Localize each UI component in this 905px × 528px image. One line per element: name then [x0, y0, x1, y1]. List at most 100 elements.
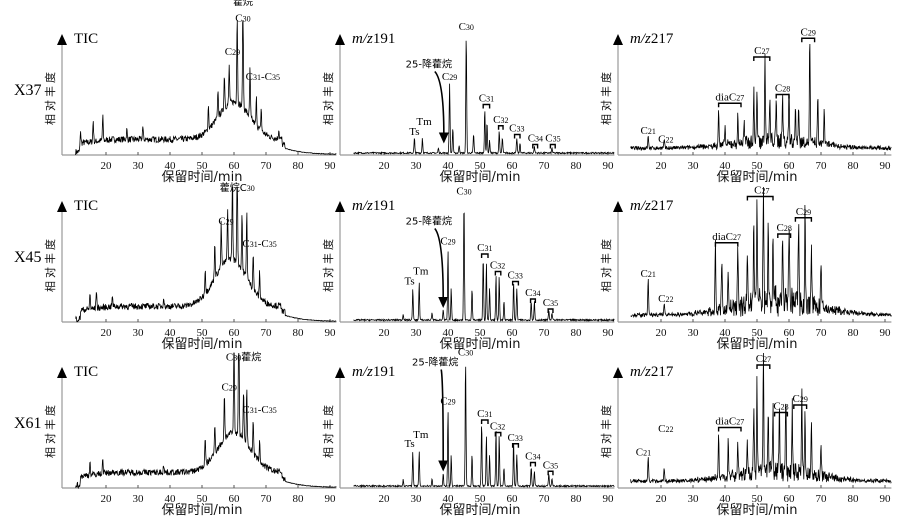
- y-axis-arrow-icon: [613, 34, 623, 45]
- peak-label: C21: [641, 125, 656, 137]
- peak-label: diaC27: [715, 416, 744, 428]
- peak-bracket: [494, 431, 502, 437]
- x-tick-label: 30: [411, 160, 423, 172]
- arrow-line: [440, 369, 444, 463]
- x-axis-label: 保留时间/min: [440, 170, 521, 185]
- peak-label: C30: [456, 186, 471, 198]
- x-axis-label: 保留时间/min: [162, 503, 243, 518]
- peak-bracket: [513, 133, 521, 139]
- x-tick-label: 60: [784, 493, 796, 505]
- peak-label: C32: [493, 114, 508, 126]
- peak-label: diaC27: [715, 91, 744, 103]
- x-tick-label: 70: [261, 493, 273, 505]
- peak-bracket: [532, 143, 539, 149]
- panel-217-X37: 相对丰度 20 30 40 50 60 70 80 90 保留时间/min m/z217 C21C22…: [599, 26, 892, 185]
- panel-title: TIC: [74, 364, 98, 380]
- x-tick-label: 40: [720, 327, 732, 339]
- x-axis-label: 保留时间/min: [717, 170, 798, 185]
- y-axis-arrow-icon: [613, 367, 623, 378]
- x-tick-label: 60: [229, 327, 241, 339]
- x-tick-label: 70: [539, 493, 551, 505]
- peak-label: C28: [773, 401, 788, 413]
- peak-label: C30: [459, 21, 474, 33]
- peak-label: C31: [477, 242, 492, 254]
- x-tick-label: 40: [720, 160, 732, 172]
- x-axis-label: 保留时间/min: [440, 503, 521, 518]
- x-tick-label: 50: [197, 327, 209, 339]
- x-tick-label: 30: [411, 493, 423, 505]
- peak-label: C29: [440, 236, 455, 248]
- x-tick-label: 70: [261, 160, 273, 172]
- panel-title: m/z191: [352, 31, 395, 47]
- x-tick-label: 50: [752, 160, 764, 172]
- peak-bracket: [775, 93, 790, 99]
- peak-label: C33: [508, 432, 523, 444]
- panel-title: TIC: [74, 198, 98, 214]
- y-axis-arrow-icon: [335, 34, 345, 45]
- arrow-head-icon: [438, 297, 449, 308]
- peak-bracket: [746, 195, 774, 201]
- chromatogram-trace: [630, 43, 892, 152]
- chromatogram-trace: [630, 186, 892, 319]
- peak-bracket: [717, 426, 742, 432]
- panel-title: m/z217: [630, 364, 674, 380]
- peak-bracket: [794, 217, 813, 222]
- chromatogram-trace: [353, 366, 615, 489]
- sample-label: X61: [14, 415, 42, 432]
- x-tick-label: 40: [443, 493, 455, 505]
- peak-bracket: [547, 308, 554, 313]
- peak-label: C22: [658, 423, 673, 435]
- x-tick-label: 60: [507, 493, 519, 505]
- peak-bracket: [801, 37, 816, 43]
- peak-label: C32: [490, 421, 505, 433]
- x-tick-label: 20: [101, 160, 113, 172]
- y-axis-arrow-icon: [613, 201, 623, 212]
- arrow-line: [434, 227, 444, 300]
- y-axis-label: 相对丰度: [321, 402, 335, 458]
- y-axis-label: 相对丰度: [599, 69, 613, 125]
- x-tick-label: 80: [293, 160, 305, 172]
- x-tick-label: 80: [293, 327, 305, 339]
- peak-bracket: [777, 233, 792, 238]
- x-tick-label: 40: [443, 327, 455, 339]
- peak-label: C33: [509, 123, 524, 135]
- chromatogram-trace: [630, 352, 892, 485]
- x-tick-label: 40: [165, 327, 177, 339]
- peak-bracket: [714, 242, 739, 247]
- x-tick-label: 20: [656, 493, 668, 505]
- peak-bracket: [497, 125, 504, 130]
- x-tick-label: 20: [656, 160, 668, 172]
- peak-label: C35: [543, 297, 558, 309]
- peak-label: Tm: [416, 116, 432, 128]
- peak-label: C30藿烷: [226, 351, 261, 364]
- panel-title: m/z217: [630, 198, 674, 214]
- peak-label: C32: [490, 260, 505, 272]
- peak-label: Ts: [404, 276, 414, 288]
- sample-label: X45: [14, 249, 42, 266]
- x-tick-label: 90: [325, 327, 337, 339]
- x-tick-label: 90: [880, 160, 892, 172]
- x-tick-label: 60: [784, 327, 796, 339]
- chromatogram-trace: [353, 40, 615, 156]
- peak-label: C28: [777, 222, 792, 234]
- y-axis-label: 相对丰度: [599, 236, 613, 292]
- peak-bracket: [511, 443, 520, 448]
- peak-bracket: [529, 461, 537, 467]
- y-axis-label: 相对丰度: [43, 69, 57, 125]
- x-tick-label: 30: [133, 493, 145, 505]
- peak-label: C29: [793, 393, 808, 405]
- panel-title: TIC: [74, 31, 98, 47]
- peak-label: C35: [543, 459, 558, 471]
- x-tick-label: 20: [101, 327, 113, 339]
- peak-label: C29: [218, 216, 233, 228]
- y-axis-arrow-icon: [57, 367, 67, 378]
- peak-bracket: [547, 470, 554, 476]
- x-axis-label: 保留时间/min: [162, 337, 243, 352]
- x-tick-label: 50: [475, 160, 487, 172]
- x-tick-label: 20: [379, 327, 391, 339]
- x-tick-label: 20: [379, 160, 391, 172]
- panel-217-X45: 相对丰度 20 30 40 50 60 70 80 90 保留时间/min m/z217 C21 C22…: [599, 185, 892, 352]
- y-axis-arrow-icon: [57, 34, 67, 45]
